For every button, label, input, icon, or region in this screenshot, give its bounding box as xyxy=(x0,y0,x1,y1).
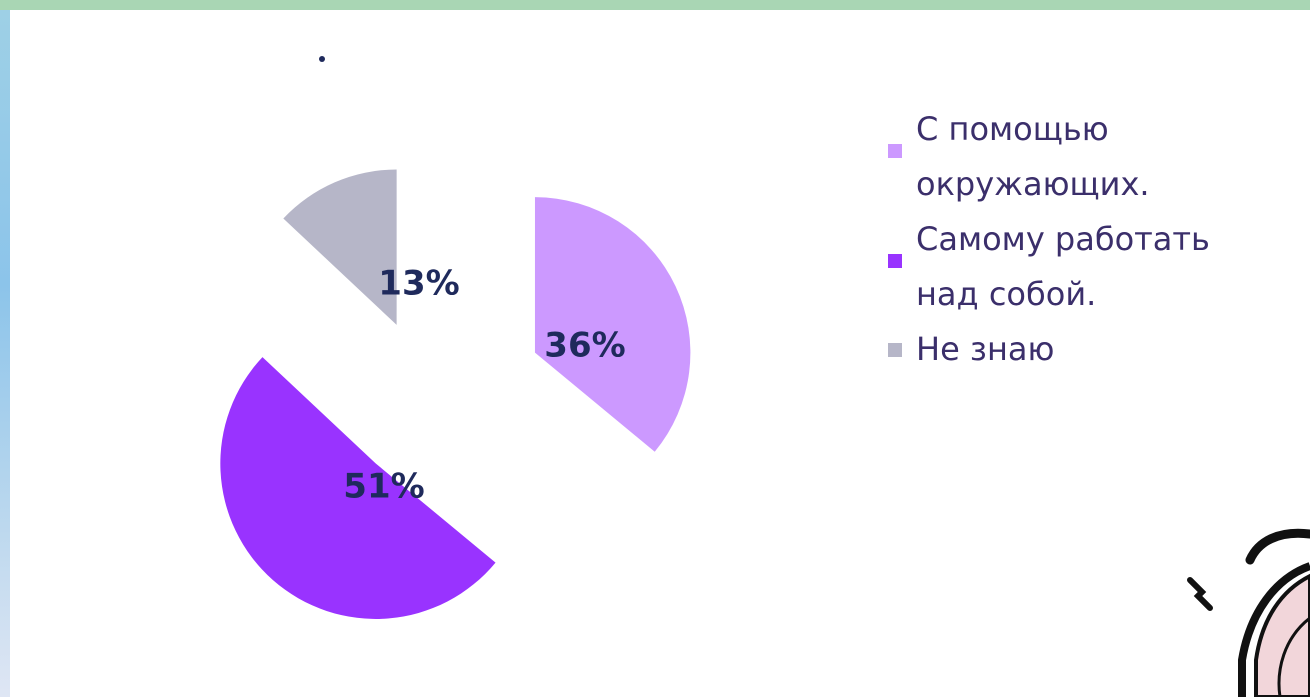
left-border-band xyxy=(0,10,10,697)
legend-swatch-gray xyxy=(888,343,902,357)
pie-slice-3 xyxy=(283,169,397,325)
legend-item-s-pomoshchyu: С помощью окружающих. xyxy=(888,102,1308,212)
pie-slice-2 xyxy=(220,357,496,619)
chart-legend: С помощью окружающих. Самому работать на… xyxy=(888,102,1308,377)
legend-label-samomu-1: Самому работать xyxy=(916,220,1210,258)
pie-data-label-2: 51% xyxy=(343,467,424,507)
legend-item-ne-znayu: Не знаю xyxy=(888,322,1308,377)
top-border-band xyxy=(0,0,1310,10)
cartoon-character-fragment xyxy=(1187,528,1310,697)
legend-label-samomu-2: над собой. xyxy=(916,275,1097,313)
pie-data-label-3: 13% xyxy=(378,264,459,304)
chart-title-dot xyxy=(319,56,325,62)
pie-slice-1 xyxy=(534,197,691,452)
legend-label-ne-znayu: Не знаю xyxy=(916,330,1055,368)
legend-swatch-light-purple xyxy=(888,144,902,158)
legend-label-s-pomoshchyu-1: С помощью xyxy=(916,110,1109,148)
legend-swatch-purple xyxy=(888,254,902,268)
legend-item-samomu: Самому работать над собой. xyxy=(888,212,1308,322)
legend-label-s-pomoshchyu-2: окружающих. xyxy=(916,165,1150,203)
pie-data-label-1: 36% xyxy=(544,326,625,366)
